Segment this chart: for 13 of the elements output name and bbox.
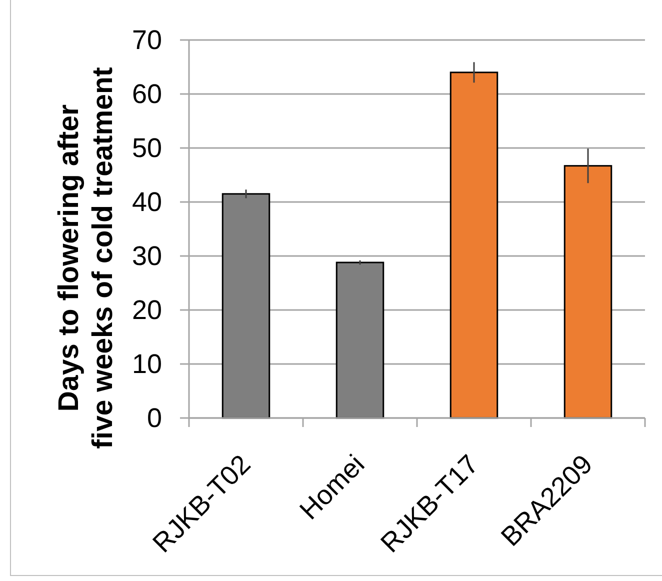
y-tick-label: 20 (132, 295, 162, 325)
y-tick-label: 0 (146, 403, 162, 433)
y-axis-title: Days to flowering after five weeks of cold treatment (53, 66, 119, 449)
y-tick-label: 60 (132, 79, 162, 109)
bar (222, 193, 270, 419)
y-tick-label: 30 (132, 241, 162, 271)
y-tick-label: 70 (132, 25, 162, 55)
y-tick-label: 50 (132, 133, 162, 163)
bar (450, 72, 498, 419)
bar (564, 165, 612, 419)
bar (336, 262, 384, 419)
y-tick-label: 40 (132, 187, 162, 217)
y-tick-label: 10 (132, 349, 162, 379)
